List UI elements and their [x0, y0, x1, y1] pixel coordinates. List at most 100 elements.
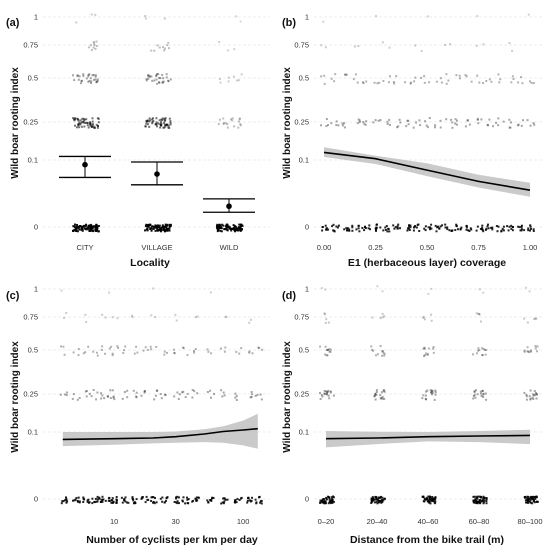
data-point: [100, 501, 102, 503]
data-point: [160, 228, 163, 231]
data-point: [325, 496, 328, 499]
data-point: [181, 499, 184, 502]
data-point: [426, 126, 429, 129]
data-point: [533, 496, 536, 498]
data-point: [237, 126, 240, 129]
data-point: [482, 392, 485, 395]
data-point: [131, 314, 133, 317]
data-point: [398, 118, 401, 121]
data-point: [91, 120, 94, 123]
data-point: [247, 496, 250, 499]
data-point: [82, 496, 85, 499]
data-point: [97, 230, 100, 233]
data-point: [323, 498, 325, 500]
data-point: [383, 497, 386, 500]
data-point: [324, 288, 327, 291]
data-point: [476, 15, 479, 17]
data-point: [374, 498, 377, 501]
data-point: [418, 119, 421, 122]
data-point: [529, 495, 532, 498]
data-point: [255, 502, 258, 505]
data-point: [535, 496, 538, 499]
data-point: [331, 501, 334, 504]
data-point: [159, 393, 162, 396]
data-point: [91, 117, 94, 120]
data-point: [431, 393, 433, 396]
data-point: [229, 227, 232, 230]
data-point: [124, 345, 127, 348]
data-point: [103, 397, 106, 400]
data-point: [378, 496, 381, 499]
data-point: [451, 121, 454, 124]
data-point: [236, 227, 238, 230]
data-point: [260, 398, 263, 401]
data-point: [78, 75, 81, 78]
data-point: [108, 347, 111, 350]
data-point: [155, 78, 158, 81]
data-point: [95, 227, 98, 230]
data-point: [146, 225, 149, 228]
data-point: [392, 224, 395, 227]
data-point: [422, 495, 425, 498]
data-point: [223, 350, 226, 353]
data-point: [124, 496, 127, 499]
data-point: [482, 395, 485, 398]
data-point: [174, 313, 177, 316]
data-point: [481, 354, 484, 357]
data-point: [423, 227, 426, 230]
data-point: [169, 225, 172, 228]
x-tick-label: 0.50: [420, 243, 435, 252]
panel-d-label: (d): [282, 290, 296, 302]
data-point: [324, 46, 327, 49]
x-tick-label: 0–20: [318, 517, 335, 526]
data-point: [532, 394, 535, 397]
data-point: [337, 124, 340, 127]
data-point: [234, 225, 237, 228]
data-point: [345, 227, 348, 230]
data-point: [104, 352, 106, 355]
data-point: [228, 227, 231, 230]
data-point: [234, 499, 237, 501]
y-tick-label: 0: [34, 223, 38, 232]
data-point: [371, 316, 374, 319]
data-point: [521, 82, 524, 85]
data-point: [477, 349, 480, 352]
x-tick-label: 10: [110, 517, 118, 526]
x-tick-label: 100: [237, 517, 250, 526]
data-point: [525, 398, 528, 401]
data-point: [428, 496, 431, 499]
data-point: [91, 125, 93, 128]
data-point: [474, 499, 476, 502]
data-point: [325, 392, 328, 395]
data-point: [321, 229, 324, 232]
data-point: [458, 77, 461, 80]
data-point: [534, 347, 537, 350]
data-point: [152, 119, 155, 122]
y-tick-label: 0.25: [294, 118, 309, 127]
data-point: [217, 123, 220, 126]
data-point: [173, 351, 176, 354]
data-point: [95, 45, 98, 47]
data-point: [448, 229, 451, 232]
data-point: [87, 80, 90, 83]
data-point: [159, 497, 162, 500]
data-point: [480, 392, 482, 395]
data-point: [76, 224, 78, 226]
data-point: [492, 125, 494, 128]
data-point: [96, 498, 99, 501]
data-point: [160, 397, 163, 400]
data-point: [78, 228, 81, 231]
data-point: [424, 397, 427, 400]
data-point: [395, 75, 398, 78]
data-point: [197, 496, 200, 499]
data-point: [328, 397, 331, 400]
data-point: [133, 502, 135, 505]
data-point: [458, 74, 461, 77]
data-point: [362, 121, 365, 123]
data-point: [454, 118, 457, 121]
data-point: [194, 348, 197, 350]
data-point: [76, 74, 79, 77]
data-point: [64, 499, 67, 502]
data-point: [177, 398, 180, 400]
data-point: [423, 347, 426, 350]
